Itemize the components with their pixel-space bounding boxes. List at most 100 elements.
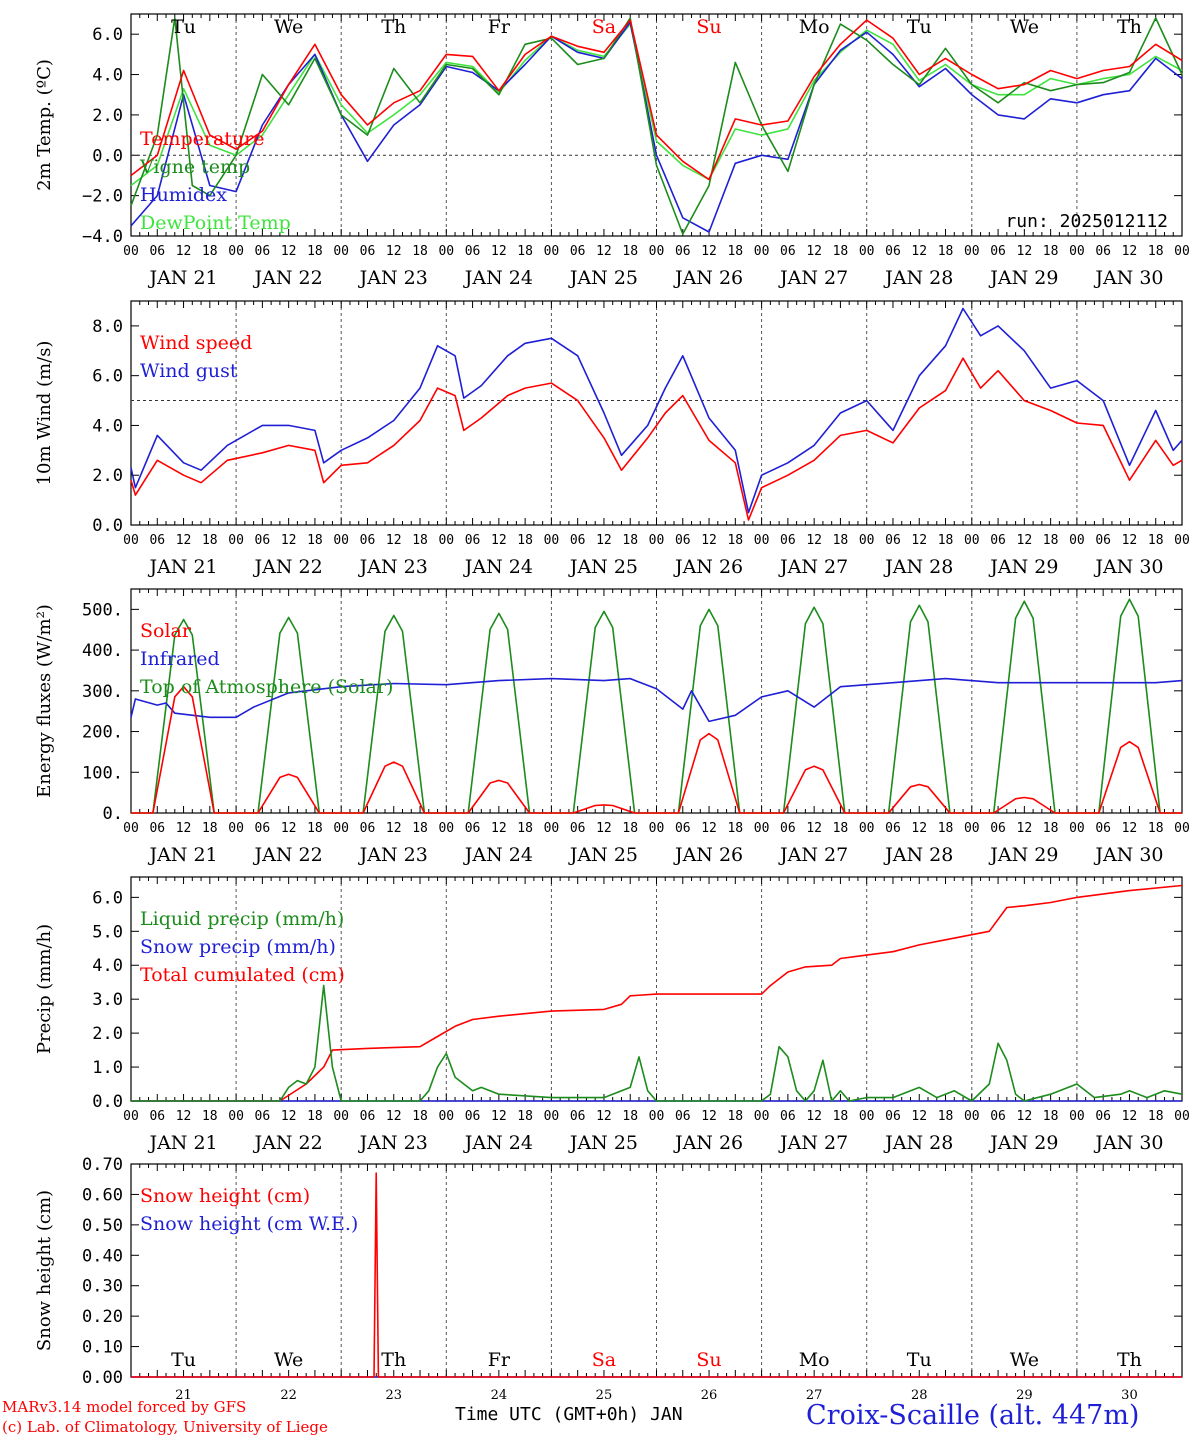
hour-label: 00 [333,1109,349,1124]
hour-label: 18 [307,1109,323,1124]
hour-label: 00 [544,244,560,259]
hour-label: 00 [1174,533,1190,548]
date-label: JAN 27 [778,556,848,578]
legend-entry: DewPoint Temp [140,212,291,234]
hour-label: 00 [1069,244,1085,259]
hour-label: 00 [964,533,980,548]
legend-entry: Top of Atmosphere (Solar) [140,676,393,698]
hour-label: 06 [885,533,901,548]
y-axis-label: Energy fluxes (W/m²) [34,604,55,798]
date-label: JAN 26 [673,556,743,578]
day-of-week: Sa [592,1349,616,1371]
hour-label: 18 [938,821,954,836]
legend-entry: Snow precip (mm/h) [140,936,336,958]
hour-label: 00 [649,821,665,836]
hour-label: 18 [1043,821,1059,836]
hour-label: 18 [1043,533,1059,548]
date-label: JAN 21 [147,267,217,289]
y-tick-label: 400. [82,641,123,661]
plot-frame [130,300,1183,526]
hour-label: 00 [123,821,139,836]
y-tick-label: −4.0 [82,227,123,247]
hour-label: 06 [465,1109,481,1124]
hour-label: 00 [649,533,665,548]
y-tick-label: 6.0 [92,888,123,908]
day-of-week: We [1010,16,1039,38]
hour-label: 00 [754,244,770,259]
hour-label: 12 [176,244,192,259]
y-tick-label: 0. [103,804,123,824]
date-label: JAN 25 [568,556,638,578]
hour-label: 12 [596,533,612,548]
date-label: JAN 23 [358,556,428,578]
y-tick-label: 4.0 [92,66,123,86]
hour-label: 18 [938,533,954,548]
y-tick-label: 2.0 [92,466,123,486]
hour-label: 18 [202,533,218,548]
hour-label: 18 [307,821,323,836]
hour-label: 18 [412,1109,428,1124]
day-of-week: Tu [171,16,196,38]
hour-label: 12 [911,244,927,259]
hour-label: 00 [1069,533,1085,548]
credit-line-1: MARv3.14 model forced by GFS [2,1398,247,1416]
hour-label: 06 [885,821,901,836]
hour-label: 12 [281,821,297,836]
date-label: JAN 30 [1093,1132,1163,1154]
hour-label: 18 [517,1109,533,1124]
date-label: JAN 28 [883,556,953,578]
legend-entry: Wind gust [140,360,238,382]
y-tick-label: 200. [82,723,123,743]
hour-label: 00 [1174,821,1190,836]
hour-label: 12 [386,1109,402,1124]
hour-label: 18 [727,1109,743,1124]
day-number: 25 [596,1388,613,1403]
hour-label: 18 [412,244,428,259]
hour-label: 18 [1148,821,1164,836]
date-label: JAN 27 [778,267,848,289]
hour-label: 18 [1148,1109,1164,1124]
hour-label: 00 [438,244,454,259]
date-label: JAN 23 [358,844,428,866]
legend-entry: Snow height (cm) [140,1185,310,1207]
hour-label: 06 [360,244,376,259]
series-line-0 [130,357,1183,521]
y-tick-label: 0.40 [82,1246,123,1266]
hour-label: 12 [1122,244,1138,259]
hour-label: 12 [1017,244,1033,259]
day-of-week: Mo [799,16,830,38]
hour-label: 18 [1043,244,1059,259]
day-of-week: Fr [488,16,511,38]
legend-entry: Infrared [140,648,220,670]
hour-label: 06 [570,821,586,836]
day-of-week: Mo [799,1349,830,1371]
date-label: JAN 24 [463,267,533,289]
date-label: JAN 27 [778,1132,848,1154]
series-line-1 [130,17,1183,235]
hour-label: 06 [570,533,586,548]
hour-label: 12 [176,533,192,548]
hour-label: 18 [412,821,428,836]
series-line-0 [131,1172,1182,1378]
hour-label: 18 [1043,1109,1059,1124]
legend-entry: Snow height (cm W.E.) [140,1213,358,1235]
day-of-week: Tu [907,16,932,38]
hour-label: 00 [859,821,875,836]
hour-label: 12 [176,1109,192,1124]
day-of-week: We [274,16,303,38]
hour-label: 00 [123,1109,139,1124]
hour-label: 18 [833,821,849,836]
hour-label: 06 [990,533,1006,548]
y-tick-label: 3.0 [92,990,123,1010]
hour-label: 18 [1148,244,1164,259]
date-label: JAN 30 [1093,556,1163,578]
hour-label: 06 [360,1109,376,1124]
y-tick-label: 0.50 [82,1216,123,1236]
day-number: 26 [701,1388,718,1403]
legend-entry: Solar [140,620,192,642]
date-label: JAN 23 [358,267,428,289]
legend-entry: Temperature [140,128,264,150]
day-number: 27 [806,1388,823,1403]
hour-label: 00 [754,1109,770,1124]
legend-entry: Liquid precip (mm/h) [140,908,344,930]
